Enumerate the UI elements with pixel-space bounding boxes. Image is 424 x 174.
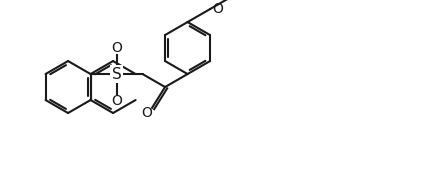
Text: O: O bbox=[111, 41, 122, 55]
Text: O: O bbox=[212, 2, 223, 16]
Text: O: O bbox=[142, 106, 153, 120]
Text: S: S bbox=[112, 66, 121, 82]
Text: O: O bbox=[111, 94, 122, 108]
